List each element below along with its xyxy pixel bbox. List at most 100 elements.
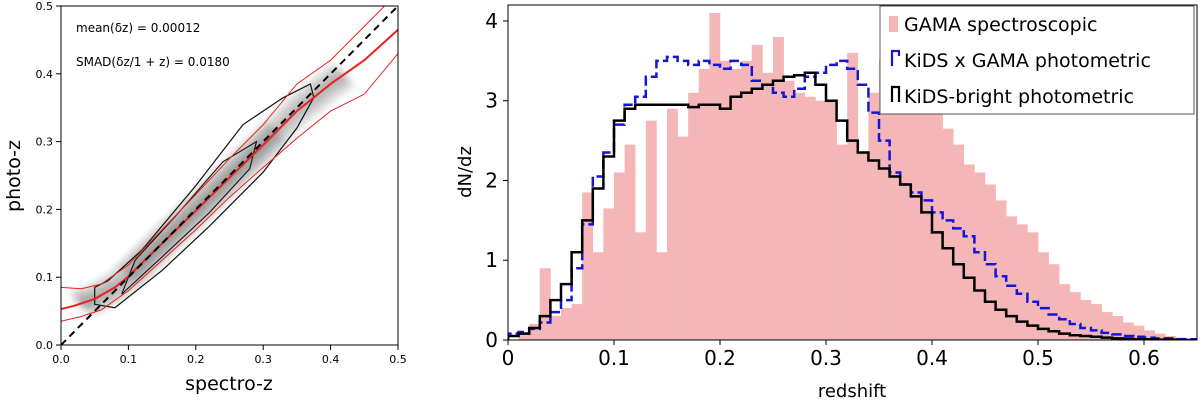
y-tick-label: 2	[485, 168, 498, 192]
scatter-lines	[61, 6, 398, 345]
lower-envelope-line	[61, 53, 398, 322]
legend-label-kids-x-gama: KiDS x GAMA photometric	[904, 50, 1151, 72]
density-contour-outer	[94, 83, 315, 309]
gama-bar	[1091, 304, 1102, 340]
gama-bar	[1038, 252, 1049, 340]
gama-bar	[688, 92, 700, 340]
y-tick-label: 0.2	[36, 203, 54, 216]
gama-bar	[1069, 292, 1081, 340]
y-tick-label: 0.0	[36, 339, 54, 352]
scatter-y-axis-label: photo-z	[3, 140, 25, 212]
gama-bar	[974, 172, 986, 340]
gama-bar	[836, 144, 848, 340]
scatter-plot-frame	[60, 5, 399, 346]
legend: GAMA spectroscopic KiDS x GAMA photometr…	[879, 5, 1195, 115]
gama-bar	[879, 60, 890, 340]
x-tick-label: 0.6	[1128, 346, 1160, 370]
gama-bar	[1027, 232, 1039, 340]
gama-bar	[794, 92, 806, 340]
y-tick-label: 0	[485, 328, 498, 352]
density-contour-inner	[121, 140, 258, 295]
gama-bar	[900, 56, 912, 340]
gama-bar	[561, 308, 572, 340]
gama-bar	[762, 72, 774, 340]
one-to-one-line	[61, 6, 398, 345]
gama-bar	[1059, 284, 1071, 340]
legend-label-kids-bright: KiDS-bright photometric	[904, 86, 1134, 108]
annotation-smad: SMAD(δz/1 + z) = 0.0180	[76, 55, 230, 69]
gama-bar	[857, 152, 869, 340]
gama-bar	[635, 232, 647, 340]
histogram-x-axis-label: redshift	[818, 381, 886, 402]
x-tick-label: 0.5	[389, 353, 407, 366]
x-tick-label: 0.1	[598, 346, 630, 370]
x-tick-label: 0.4	[916, 346, 948, 370]
legend-swatch-gama-spectroscopic	[889, 16, 898, 32]
kids-bright-step-line	[508, 71, 1197, 340]
y-tick-label: 0.1	[36, 271, 54, 284]
y-tick-label: 4	[485, 9, 498, 33]
gama-bar	[1154, 333, 1166, 340]
gama-bar	[603, 208, 615, 340]
histogram-axis-ticks: 0 0.1 0.2 0.3 0.4 0.5 0.6 0 1 2 3 4	[485, 9, 1160, 370]
gama-bar	[995, 200, 1007, 340]
gama-bar	[1112, 316, 1124, 340]
gama-bar	[582, 192, 594, 340]
gama-bar	[942, 128, 954, 340]
gama-bar	[1133, 325, 1145, 340]
gama-bar	[571, 304, 583, 340]
x-tick-label: 0.3	[810, 346, 842, 370]
histogram-steps	[508, 55, 1197, 340]
gama-bar	[741, 60, 753, 340]
annotation-mean: mean(δz) = 0.00012	[76, 21, 200, 35]
kids-x-gama-step-line	[508, 55, 1197, 340]
y-tick-label: 0.3	[36, 136, 54, 149]
y-tick-label: 0.5	[36, 0, 54, 13]
scatter-panel: 0.0 0.1 0.2 0.3 0.4 0.5 0.0 0.1 0.2 0.3 0.4 0.5 mea…	[3, 0, 407, 395]
legend-label-gama-spectroscopic: GAMA spectroscopic	[904, 14, 1097, 36]
x-tick-label: 0.3	[254, 353, 272, 366]
gama-bar	[1016, 224, 1028, 340]
gama-bar	[645, 120, 657, 340]
x-tick-label: 0.1	[120, 353, 138, 366]
gama-bar	[1048, 264, 1060, 340]
gama-bar	[592, 252, 604, 340]
gama-bar	[677, 136, 689, 340]
scatter-axis-ticks: 0.0 0.1 0.2 0.3 0.4 0.5 0.0 0.1 0.2 0.3 0.4 0.5	[36, 0, 407, 366]
x-tick-label: 0.5	[1022, 346, 1054, 370]
gama-bar	[539, 268, 551, 340]
gama-bar	[751, 44, 763, 340]
gama-bar	[730, 68, 742, 340]
gama-bar	[720, 60, 731, 340]
gama-bar	[1144, 330, 1155, 340]
gama-bar	[815, 100, 827, 340]
gama-bar	[910, 96, 922, 340]
legend-swatch-kids-x-gama	[890, 49, 901, 66]
x-tick-label: 0.4	[322, 353, 340, 366]
x-tick-label: 0.0	[52, 353, 70, 366]
gama-bar	[953, 144, 965, 340]
y-tick-label: 3	[485, 89, 498, 113]
gama-bar	[963, 164, 975, 340]
gama-bar	[1080, 300, 1092, 340]
histogram-plot-frame	[507, 4, 1198, 341]
gama-bar	[1101, 312, 1113, 340]
gama-bar	[826, 100, 837, 340]
gama-bar	[1006, 216, 1018, 340]
y-tick-label: 0.4	[36, 68, 54, 81]
gama-bar	[667, 108, 678, 340]
legend-box	[879, 5, 1195, 115]
gama-bar	[932, 100, 943, 340]
gama-bar	[614, 172, 625, 340]
y-tick-label: 1	[485, 248, 498, 272]
gama-bar	[518, 332, 530, 340]
x-tick-label: 0.2	[704, 346, 736, 370]
gama-bar	[1122, 322, 1134, 340]
median-line	[61, 28, 398, 311]
gama-bar	[985, 184, 996, 340]
gama-bar	[624, 144, 636, 340]
histogram-y-axis-label: dN/dz	[455, 146, 476, 198]
gama-bar	[868, 92, 880, 340]
